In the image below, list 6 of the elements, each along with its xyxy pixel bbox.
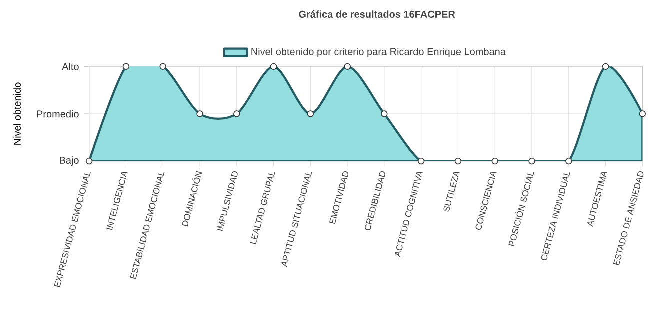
ref-line-label: Promedio <box>37 110 79 118</box>
ref-line-label: Bajo <box>60 156 79 166</box>
chart-title: Gráfica de resultados 16FACPER <box>299 10 456 18</box>
ref-line-label: Alto <box>62 63 79 70</box>
legend-label: Nivel obtenido por criterio para Ricardo Enrique Lombana <box>252 48 506 58</box>
y-axis-title: Nivel obtenido <box>14 82 21 145</box>
